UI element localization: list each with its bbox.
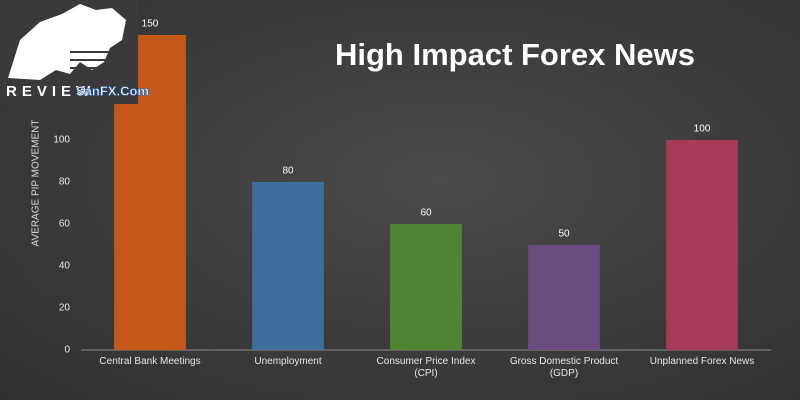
data-label: 80 <box>282 166 294 177</box>
bar <box>252 182 324 350</box>
chart-title: High Impact Forex News <box>335 37 695 72</box>
logo: REVIEW SanFX.Com <box>0 0 149 104</box>
y-tick-label: 80 <box>59 177 71 188</box>
data-label: 100 <box>694 124 711 135</box>
y-tick-label: 40 <box>59 261 71 272</box>
x-tick-label: Consumer Price Index (CPI) <box>376 356 476 379</box>
bar <box>666 140 738 350</box>
data-label: 60 <box>420 208 432 219</box>
x-tick-label: Unemployment <box>254 356 322 367</box>
bar <box>390 224 462 350</box>
y-tick-label: 20 <box>59 303 71 314</box>
x-tick-label: Unplanned Forex News <box>649 356 755 367</box>
data-label: 150 <box>142 19 159 30</box>
y-tick-label: 100 <box>53 135 70 146</box>
logo-brand: REVIEW <box>6 83 95 100</box>
y-axis-label: AVERAGE PIP MOVEMENT <box>31 120 42 247</box>
y-tick-label: 60 <box>59 219 71 230</box>
logo-site: SanFX.Com <box>76 83 149 98</box>
x-tick-label: Central Bank Meetings <box>99 356 201 367</box>
y-tick-label: 0 <box>64 345 70 356</box>
x-tick-label: Gross Domestic Product (GDP) <box>509 356 619 379</box>
bar <box>528 245 600 350</box>
data-label: 50 <box>558 229 570 240</box>
